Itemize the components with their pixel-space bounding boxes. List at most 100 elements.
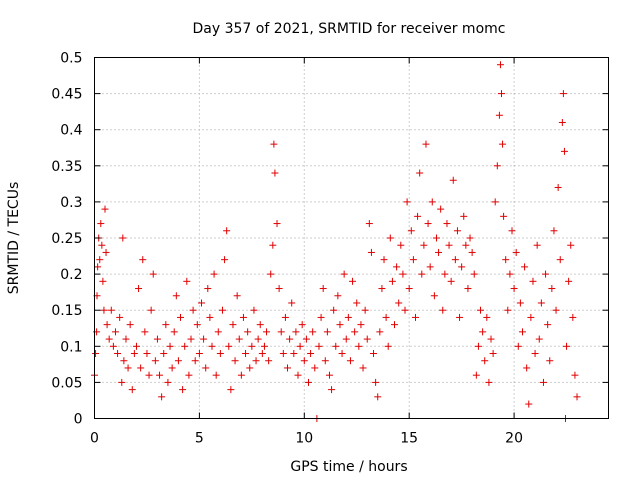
data-point (216, 350, 224, 358)
data-point (374, 393, 382, 401)
data-point (357, 321, 365, 329)
data-point (296, 342, 304, 350)
data-point (330, 306, 338, 314)
data-point (498, 90, 506, 98)
data-point (119, 234, 127, 242)
data-point (323, 328, 331, 336)
data-point (147, 306, 155, 314)
data-point (416, 169, 424, 177)
data-point (332, 342, 340, 350)
data-point (248, 342, 256, 350)
data-point (432, 234, 440, 242)
data-point (346, 357, 354, 365)
data-point (548, 285, 556, 293)
data-point (290, 350, 298, 358)
data-point (496, 61, 504, 69)
data-point (571, 371, 579, 379)
data-point (267, 270, 275, 278)
data-point (338, 350, 346, 358)
data-point (101, 205, 109, 213)
data-point (353, 299, 361, 307)
data-point (139, 256, 147, 264)
data-point (535, 335, 543, 343)
y-axis-label: SRMTID / TECUs (6, 182, 22, 295)
data-point (458, 263, 466, 271)
data-point (130, 350, 138, 358)
data-point (325, 371, 333, 379)
data-point (223, 227, 231, 235)
data-point (235, 335, 243, 343)
data-point (321, 357, 329, 365)
data-point (210, 270, 218, 278)
data-point (166, 342, 174, 350)
data-point (311, 364, 319, 372)
data-point (189, 306, 197, 314)
data-point (279, 350, 287, 358)
data-point (164, 378, 172, 386)
data-point (481, 357, 489, 365)
data-point (533, 241, 541, 249)
data-point (456, 313, 464, 321)
data-point (304, 378, 312, 386)
data-point (174, 357, 182, 365)
data-point (506, 270, 514, 278)
data-point (292, 328, 300, 336)
data-point (183, 277, 191, 285)
data-point (449, 176, 457, 184)
data-point (160, 350, 168, 358)
data-point (118, 378, 126, 386)
data-point (145, 371, 153, 379)
data-point (376, 328, 384, 336)
data-point (491, 198, 499, 206)
data-point (508, 227, 516, 235)
data-point (132, 342, 140, 350)
data-point (367, 248, 375, 256)
data-point (441, 270, 449, 278)
y-tick-label: 0.5 (60, 51, 82, 67)
data-point (559, 90, 567, 98)
data-point (544, 321, 552, 329)
data-point (200, 335, 208, 343)
data-point (552, 306, 560, 314)
data-point (365, 220, 373, 228)
data-point (94, 263, 102, 271)
data-point (143, 350, 151, 358)
data-point (197, 299, 205, 307)
data-point (487, 335, 495, 343)
data-point (550, 227, 558, 235)
data-point (162, 321, 170, 329)
data-point (468, 248, 476, 256)
data-point (271, 169, 279, 177)
data-point (460, 212, 468, 220)
data-point (258, 350, 266, 358)
data-point (111, 328, 119, 336)
y-tick-label: 0.15 (51, 303, 82, 319)
data-point (231, 357, 239, 365)
data-point (116, 313, 124, 321)
data-point (479, 328, 487, 336)
data-point (451, 256, 459, 264)
data-point (202, 364, 210, 372)
data-point (405, 285, 413, 293)
data-point (179, 386, 187, 394)
grid (94, 57, 609, 419)
data-point (411, 313, 419, 321)
data-point (126, 321, 134, 329)
data-point (114, 350, 122, 358)
data-point (474, 342, 482, 350)
data-point (537, 299, 545, 307)
data-point (181, 342, 189, 350)
data-point (336, 321, 344, 329)
data-point (401, 306, 409, 314)
data-point (483, 313, 491, 321)
data-point (191, 357, 199, 365)
y-tick-label: 0 (74, 412, 83, 428)
data-point (399, 270, 407, 278)
data-point (344, 313, 352, 321)
data-point (556, 256, 564, 264)
data-point (372, 378, 380, 386)
data-point (531, 350, 539, 358)
data-point (307, 350, 315, 358)
data-point (294, 371, 302, 379)
data-point (286, 335, 294, 343)
